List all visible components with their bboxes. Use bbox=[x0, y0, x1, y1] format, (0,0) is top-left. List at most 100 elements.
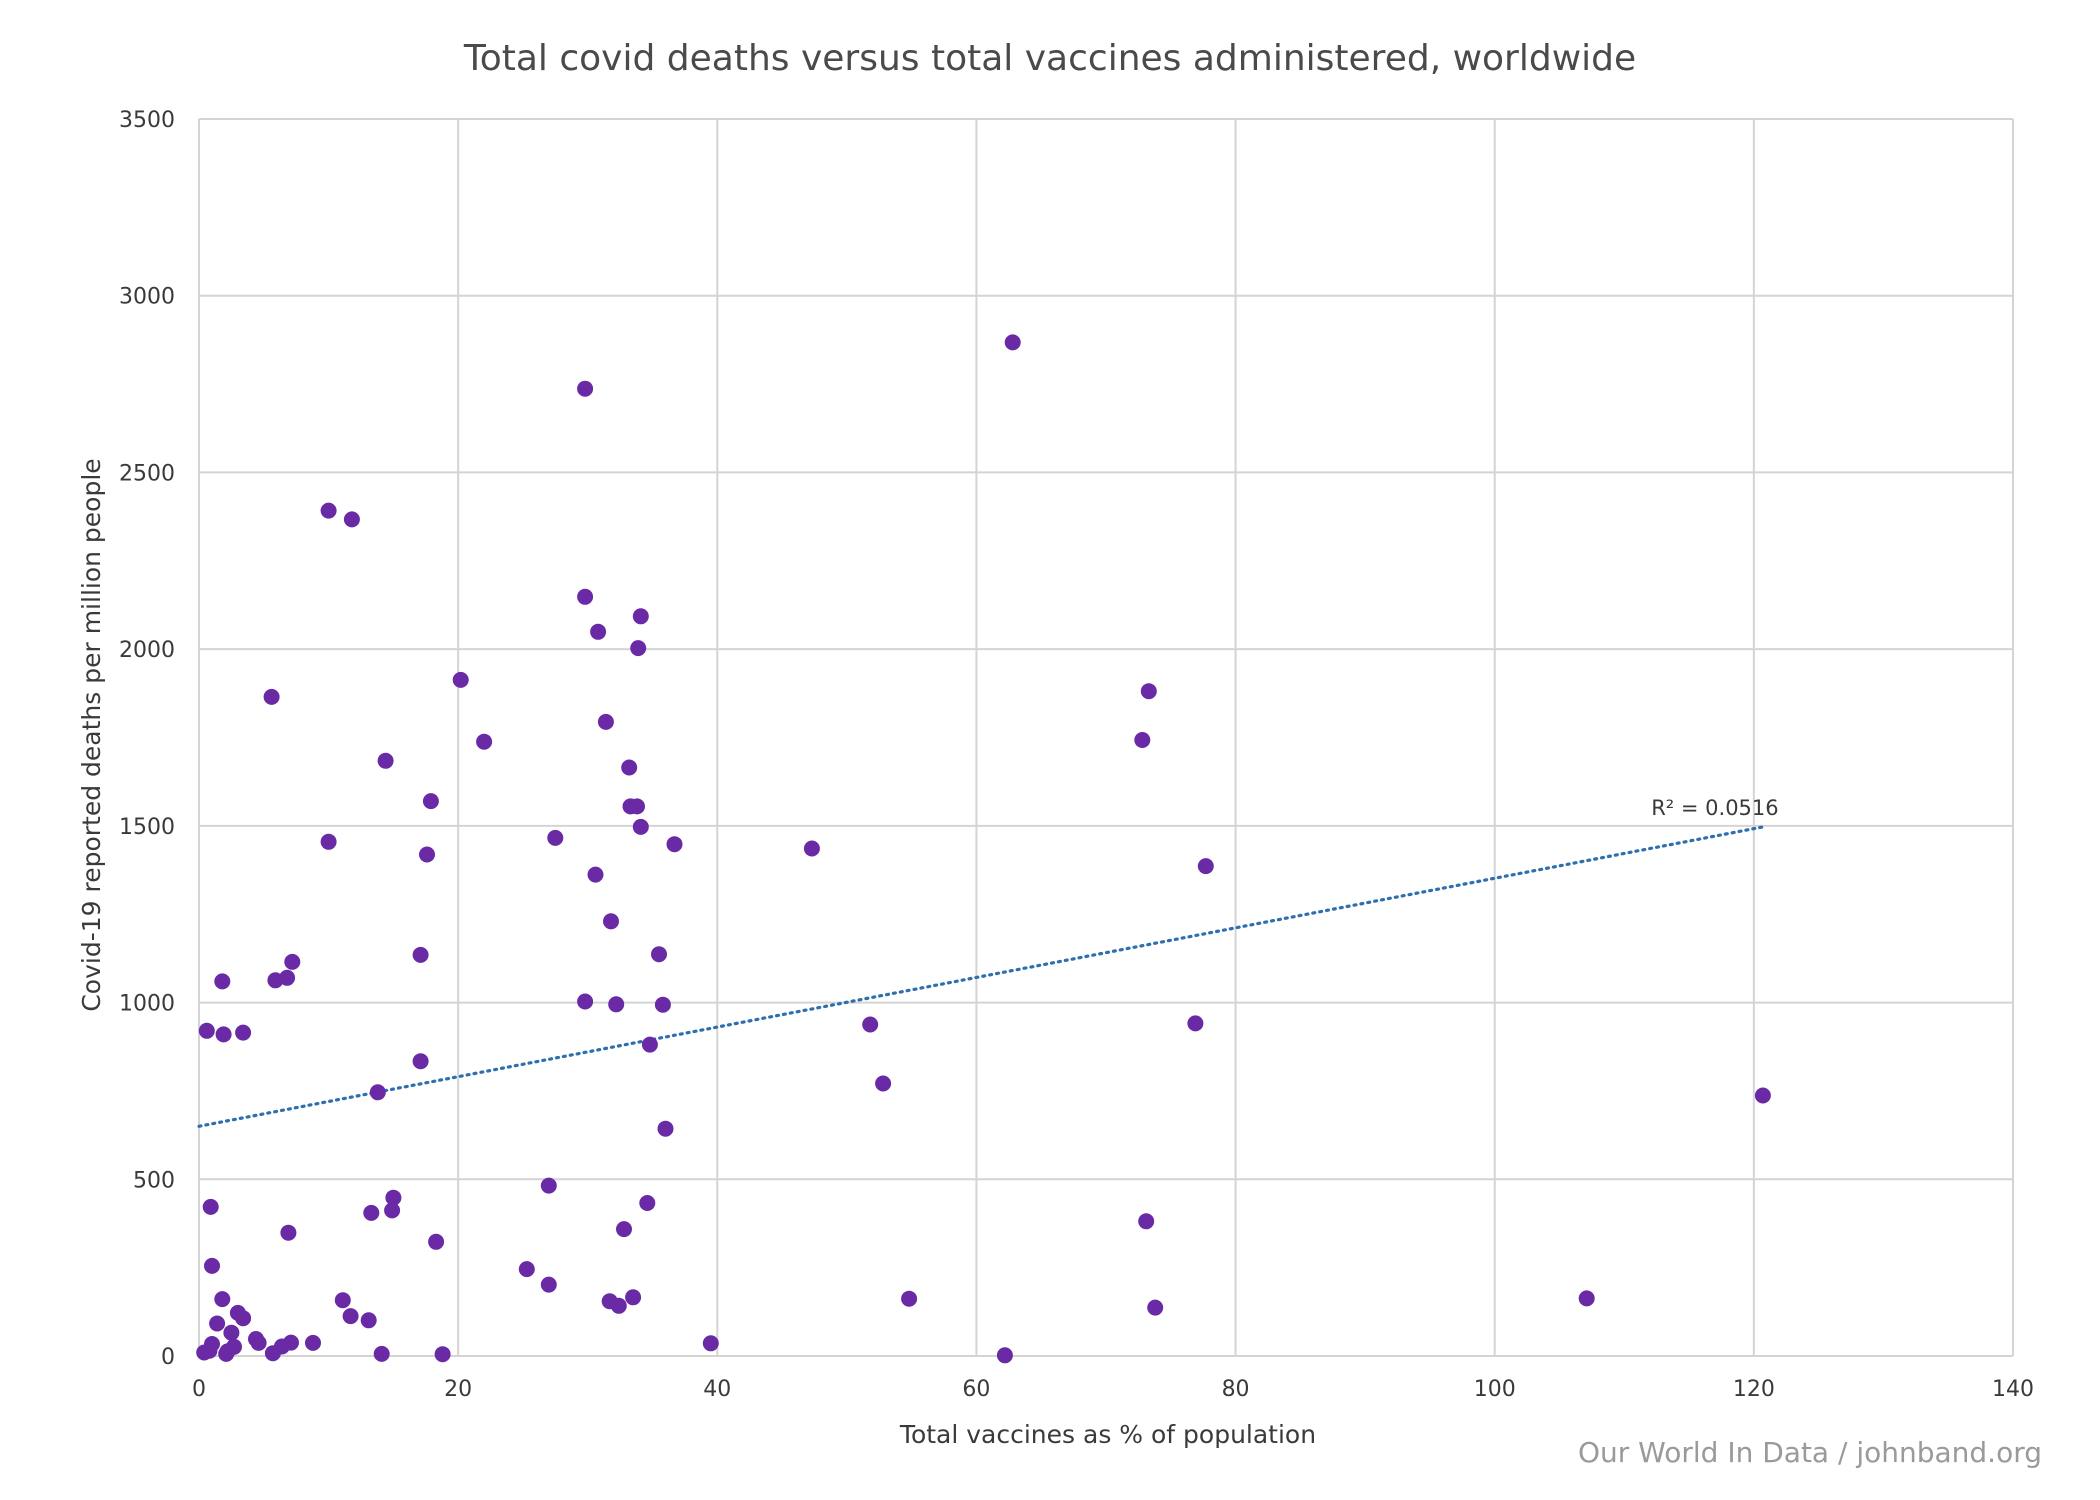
data-points bbox=[196, 334, 1771, 1364]
data-point bbox=[452, 671, 469, 688]
data-point bbox=[428, 1233, 445, 1250]
data-point bbox=[590, 623, 607, 640]
data-point bbox=[204, 1257, 220, 1274]
data-point bbox=[198, 1022, 215, 1039]
data-point bbox=[363, 1204, 380, 1221]
data-point bbox=[577, 380, 594, 397]
data-point bbox=[373, 1345, 390, 1362]
data-point bbox=[1004, 334, 1021, 351]
data-point bbox=[632, 818, 649, 835]
data-point bbox=[641, 1036, 658, 1053]
x-tick-label: 80 bbox=[1222, 1377, 1250, 1402]
data-point bbox=[597, 713, 614, 730]
data-point bbox=[577, 993, 594, 1010]
y-tick-label: 1500 bbox=[119, 815, 175, 840]
data-point bbox=[250, 1334, 267, 1351]
data-point bbox=[996, 1347, 1013, 1364]
y-tick-label: 2000 bbox=[119, 638, 175, 663]
data-point bbox=[476, 733, 493, 750]
data-point bbox=[875, 1075, 892, 1092]
data-point bbox=[803, 840, 820, 857]
data-point bbox=[666, 836, 683, 853]
data-point bbox=[218, 1345, 235, 1362]
x-tick-label: 0 bbox=[192, 1377, 206, 1402]
x-tick-label: 40 bbox=[703, 1377, 731, 1402]
data-point bbox=[702, 1335, 719, 1352]
data-point bbox=[625, 1289, 642, 1306]
data-point bbox=[621, 759, 638, 776]
data-point bbox=[422, 793, 439, 810]
trendline bbox=[197, 825, 1765, 1128]
data-point bbox=[202, 1198, 219, 1215]
data-point bbox=[540, 1276, 557, 1293]
data-point bbox=[264, 1345, 281, 1362]
data-point bbox=[215, 1026, 232, 1043]
data-point bbox=[629, 798, 645, 815]
data-point bbox=[577, 588, 594, 605]
data-point bbox=[608, 996, 625, 1013]
x-tick-label: 60 bbox=[962, 1377, 990, 1402]
y-tick-label: 1000 bbox=[119, 992, 175, 1017]
data-point bbox=[632, 608, 649, 625]
data-point bbox=[639, 1195, 656, 1211]
data-point bbox=[209, 1315, 226, 1332]
data-point bbox=[412, 946, 429, 963]
data-point bbox=[263, 688, 280, 705]
gridlines bbox=[198, 118, 2014, 1357]
data-point bbox=[280, 1224, 297, 1241]
data-point bbox=[343, 511, 360, 528]
data-point bbox=[1140, 683, 1157, 700]
data-point bbox=[320, 502, 337, 519]
y-tick-label: 3000 bbox=[119, 285, 175, 310]
chart-title: Total covid deaths versus total vaccines… bbox=[463, 38, 1636, 79]
data-point bbox=[862, 1016, 879, 1033]
y-tick-label: 500 bbox=[133, 1168, 175, 1193]
data-point bbox=[1147, 1299, 1164, 1316]
data-point bbox=[412, 1053, 429, 1070]
x-tick-label: 120 bbox=[1733, 1377, 1775, 1402]
tick-labels: 0 500 1000 1500 2000 2500 3000 3500 0 20 40 60 80 100… bbox=[119, 108, 2034, 1402]
trendline-group bbox=[197, 825, 1765, 1128]
data-point bbox=[284, 953, 301, 970]
data-point bbox=[279, 969, 296, 986]
y-tick-label: 2500 bbox=[119, 461, 175, 486]
data-point bbox=[1138, 1213, 1155, 1230]
data-point bbox=[1197, 858, 1214, 875]
data-point bbox=[384, 1202, 401, 1219]
data-point bbox=[651, 946, 667, 963]
data-point bbox=[616, 1221, 632, 1238]
data-point bbox=[342, 1308, 359, 1325]
data-point bbox=[630, 640, 647, 657]
x-tick-label: 100 bbox=[1474, 1377, 1516, 1402]
data-point bbox=[334, 1292, 351, 1309]
data-point bbox=[235, 1024, 252, 1041]
trendline-r2-label: R² = 0.0516 bbox=[1651, 796, 1778, 820]
data-point bbox=[369, 1084, 386, 1101]
x-tick-label: 140 bbox=[1992, 1377, 2034, 1402]
data-point bbox=[1134, 732, 1151, 748]
data-point bbox=[214, 973, 231, 990]
data-point bbox=[587, 866, 604, 883]
data-point bbox=[610, 1297, 627, 1314]
data-point bbox=[305, 1334, 321, 1351]
data-point bbox=[320, 833, 337, 850]
data-point bbox=[196, 1344, 213, 1361]
data-point bbox=[434, 1346, 451, 1363]
x-tick-label: 20 bbox=[444, 1377, 472, 1402]
data-point bbox=[901, 1290, 918, 1307]
data-point bbox=[235, 1310, 252, 1327]
data-point bbox=[223, 1324, 240, 1341]
data-point bbox=[385, 1189, 402, 1206]
data-point bbox=[1754, 1087, 1771, 1104]
y-tick-label: 3500 bbox=[119, 108, 175, 133]
data-point bbox=[1187, 1015, 1204, 1032]
data-point bbox=[377, 752, 394, 769]
x-axis-label: Total vaccines as % of population bbox=[899, 1420, 1316, 1449]
data-point bbox=[419, 846, 435, 863]
data-point bbox=[654, 996, 671, 1013]
data-point bbox=[603, 913, 619, 930]
y-axis-label: Covid-19 reported deaths per million peo… bbox=[77, 458, 106, 1011]
data-point bbox=[547, 829, 564, 846]
data-point bbox=[1578, 1290, 1595, 1307]
data-point bbox=[540, 1177, 557, 1194]
